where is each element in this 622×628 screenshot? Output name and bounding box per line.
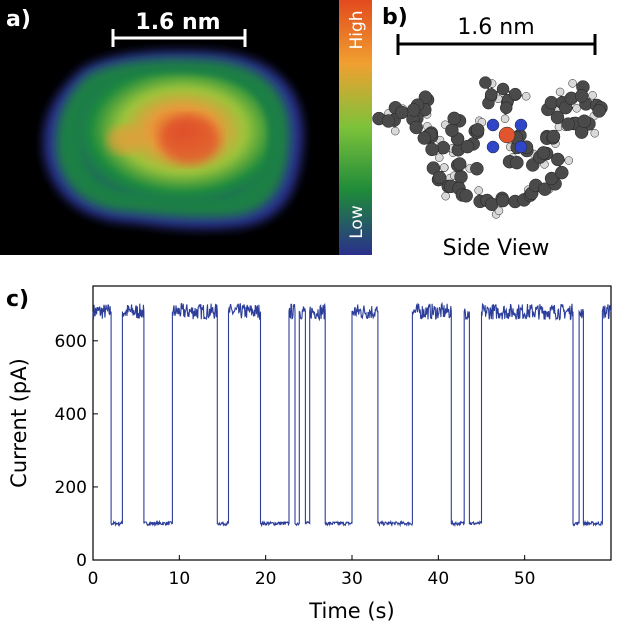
carbon-atom	[409, 120, 423, 135]
carbon-atom	[574, 89, 589, 103]
carbon-atom	[436, 140, 451, 155]
carbon-atom	[496, 82, 510, 96]
nitrogen-atom	[486, 118, 500, 132]
carbon-atom	[592, 104, 606, 118]
hydrogen-atom	[521, 92, 531, 101]
carbon-atom	[510, 155, 524, 170]
colorbar	[339, 0, 372, 255]
nitrogen-atom	[514, 140, 528, 154]
hydrogen-atom	[441, 191, 450, 201]
x-tick-label: 50	[514, 569, 536, 589]
carbon-atom	[577, 114, 591, 128]
nitrogen-atom	[486, 140, 500, 154]
side-view-caption: Side View	[443, 236, 550, 261]
carbon-atom	[470, 161, 484, 176]
carbon-atom	[496, 193, 510, 208]
x-axis-label: Time (s)	[308, 599, 394, 623]
colorbar-high-label: High	[347, 10, 367, 49]
panel-c: c) 0 10 20 30 40 50 0 200 400 600 Time (s) Curre…	[6, 285, 612, 623]
x-tick-label: 10	[169, 569, 191, 589]
carbon-atom	[551, 152, 565, 167]
carbon-atom	[546, 129, 561, 144]
y-axis-label: Current (pA)	[7, 358, 31, 488]
carbon-atom	[561, 117, 575, 131]
y-tick-label: 600	[55, 332, 87, 352]
carbon-atom	[406, 103, 421, 117]
carbon-atom	[452, 157, 467, 171]
molecule-side-view	[372, 76, 608, 219]
current-trace-series	[92, 301, 612, 528]
y-axis: 0 200 400 600	[55, 332, 98, 571]
carbon-atom	[445, 123, 459, 137]
hydrogen-atom	[435, 153, 444, 162]
carbon-atom	[381, 114, 396, 128]
hydrogen-atom	[564, 156, 573, 165]
scale-bar-b	[396, 34, 597, 55]
carbon-atom	[417, 131, 432, 145]
carbon-atom	[425, 142, 439, 157]
hydrogen-atom	[494, 206, 504, 216]
metal-atom	[498, 126, 516, 144]
carbon-atom	[454, 170, 468, 184]
panel-a: High Low a) 1.6 nm	[0, 0, 372, 255]
x-axis: 0 10 20 30 40 50	[88, 555, 536, 589]
hydrogen-atom	[588, 91, 597, 100]
carbon-atom	[447, 111, 461, 126]
hydrogen-atom	[555, 87, 565, 97]
panel-b-label: b)	[382, 5, 408, 30]
scale-label-a: 1.6 nm	[135, 10, 220, 35]
hydrogen-atom	[390, 126, 400, 136]
carbon-atom	[555, 165, 569, 180]
carbon-atom	[484, 88, 498, 101]
panel-b: b) 1.6 nm Side View	[372, 5, 608, 261]
y-tick-label: 400	[55, 405, 87, 425]
x-tick-label: 40	[428, 569, 450, 589]
carbon-atom	[544, 171, 559, 186]
panel-a-label: a)	[6, 7, 31, 32]
hydrogen-atom	[572, 104, 581, 113]
hydrogen-atom	[474, 186, 483, 195]
panel-c-label: c)	[6, 287, 29, 312]
scale-label-b: 1.6 nm	[457, 15, 534, 40]
carbon-atom	[460, 139, 475, 154]
carbon-atom	[470, 123, 485, 137]
nitrogen-atom	[514, 118, 528, 132]
carbon-atom	[432, 170, 447, 185]
y-tick-label: 0	[76, 551, 87, 571]
carbon-atom	[426, 161, 441, 175]
x-tick-label: 0	[88, 569, 99, 589]
x-tick-label: 30	[341, 569, 363, 589]
carbon-atom	[459, 189, 473, 203]
colorbar-low-label: Low	[347, 205, 367, 239]
carbon-atom	[509, 87, 522, 101]
hydrogen-atom	[439, 163, 449, 172]
y-tick-label: 200	[55, 478, 87, 498]
carbon-atom	[479, 76, 492, 89]
carbon-atom	[536, 146, 551, 160]
hydrogen-atom	[568, 79, 577, 88]
stm-molecule-image	[43, 50, 304, 230]
scale-bar-a	[111, 29, 247, 47]
x-tick-label: 20	[255, 569, 277, 589]
carbon-atom	[394, 105, 409, 120]
carbon-atom	[499, 101, 513, 115]
hydrogen-atom	[590, 128, 600, 138]
hydrogen-atom	[500, 114, 510, 124]
carbon-atom	[550, 110, 565, 125]
